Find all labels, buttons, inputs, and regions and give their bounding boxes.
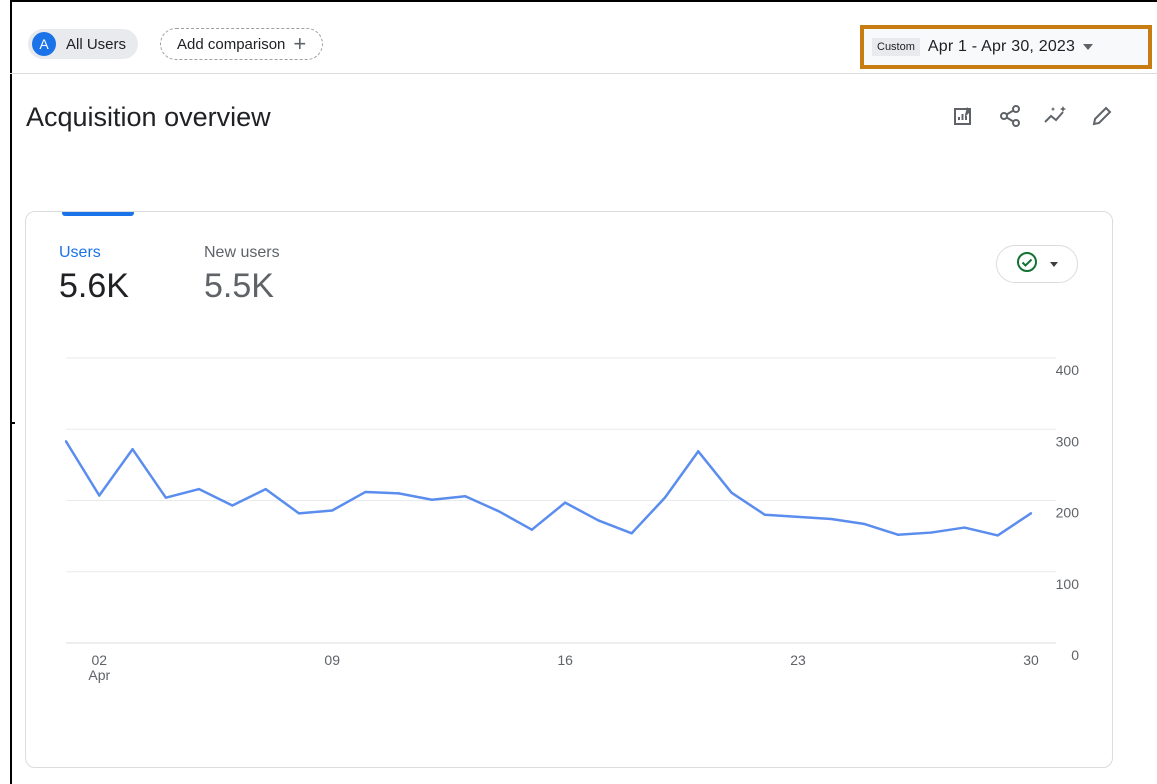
metric-users-label: Users (59, 244, 101, 261)
page-title: Acquisition overview (26, 102, 271, 132)
data-point (597, 519, 600, 522)
data-point (1029, 512, 1033, 515)
data-point (64, 440, 68, 443)
data-point (663, 496, 667, 499)
y-tick-label: 100 (1056, 576, 1080, 592)
data-point (963, 526, 966, 529)
x-tick-label: 09 (324, 652, 340, 668)
data-point (730, 491, 733, 494)
metric-users-value: 5.6K (59, 267, 129, 305)
date-custom-label: Custom (872, 38, 920, 56)
share-icon[interactable] (996, 100, 1024, 132)
data-point (996, 534, 999, 537)
data-point (297, 512, 301, 515)
metric-new-users-label: New users (204, 244, 280, 261)
metric-new-users[interactable]: New users 5.5K (204, 244, 280, 306)
date-range-picker[interactable]: Custom Apr 1 - Apr 30, 2023 (860, 25, 1152, 69)
x-tick-label: 16 (557, 652, 573, 668)
y-tick-label: 300 (1056, 433, 1080, 449)
data-point (331, 509, 334, 512)
data-point (830, 517, 833, 521)
data-point (164, 496, 168, 499)
plus-icon: + (293, 31, 307, 56)
data-point (264, 487, 267, 491)
add-comparison-label: Add comparison (177, 35, 286, 53)
chevron-down-icon (1050, 261, 1058, 267)
insights-icon[interactable] (1042, 100, 1070, 132)
metric-new-users-value: 5.5K (204, 267, 274, 305)
overlay-frame-left (10, 0, 12, 784)
data-point (98, 494, 101, 497)
active-tab-indicator (62, 212, 134, 216)
overlay-frame-top (10, 0, 1157, 2)
data-point (796, 515, 800, 519)
check-circle-icon (1016, 251, 1038, 278)
x-tick-sublabel: Apr (88, 667, 110, 683)
segment-avatar: A (32, 32, 56, 56)
data-point (464, 495, 467, 498)
check-status-dropdown[interactable] (996, 245, 1078, 283)
dropdown-caret-icon (1083, 44, 1094, 50)
data-point (364, 490, 367, 494)
metrics-chart-card: Users 5.6K New users 5.5K 400 300 200 100 0 0… (25, 211, 1113, 768)
x-tick-label: 30 (1023, 652, 1039, 668)
data-point (231, 504, 234, 507)
data-point (430, 498, 434, 501)
data-point (929, 531, 933, 534)
edit-icon[interactable] (1088, 100, 1116, 132)
page-toolbar (950, 100, 1116, 132)
x-tick-label: 23 (790, 652, 806, 668)
y-tick-label: 400 (1056, 362, 1080, 378)
data-point (563, 501, 567, 504)
date-range-value: Apr 1 - Apr 30, 2023 (927, 38, 1076, 55)
data-point (863, 522, 866, 526)
customize-report-icon[interactable] (950, 100, 978, 132)
y-tick-label: 0 (1071, 647, 1079, 663)
data-point (197, 487, 201, 491)
data-point (763, 513, 766, 516)
data-point (131, 448, 134, 451)
segment-chip-all-users[interactable]: A All Users (28, 29, 139, 59)
overlay-frame-bottom-inner (10, 422, 15, 424)
data-point (397, 492, 400, 495)
data-point (630, 532, 633, 535)
data-point (497, 509, 500, 513)
y-tick-label: 200 (1056, 505, 1080, 521)
data-point (896, 533, 900, 536)
x-tick-label: 02 (91, 652, 107, 668)
top-bar: A All Users Add comparison + (10, 0, 1157, 74)
data-point (697, 450, 700, 453)
add-comparison-button[interactable]: Add comparison + (160, 28, 324, 60)
segment-label: All Users (66, 35, 127, 53)
series-line-users (64, 440, 1032, 537)
data-point (530, 528, 534, 531)
metric-users[interactable]: Users 5.6K (59, 244, 129, 306)
